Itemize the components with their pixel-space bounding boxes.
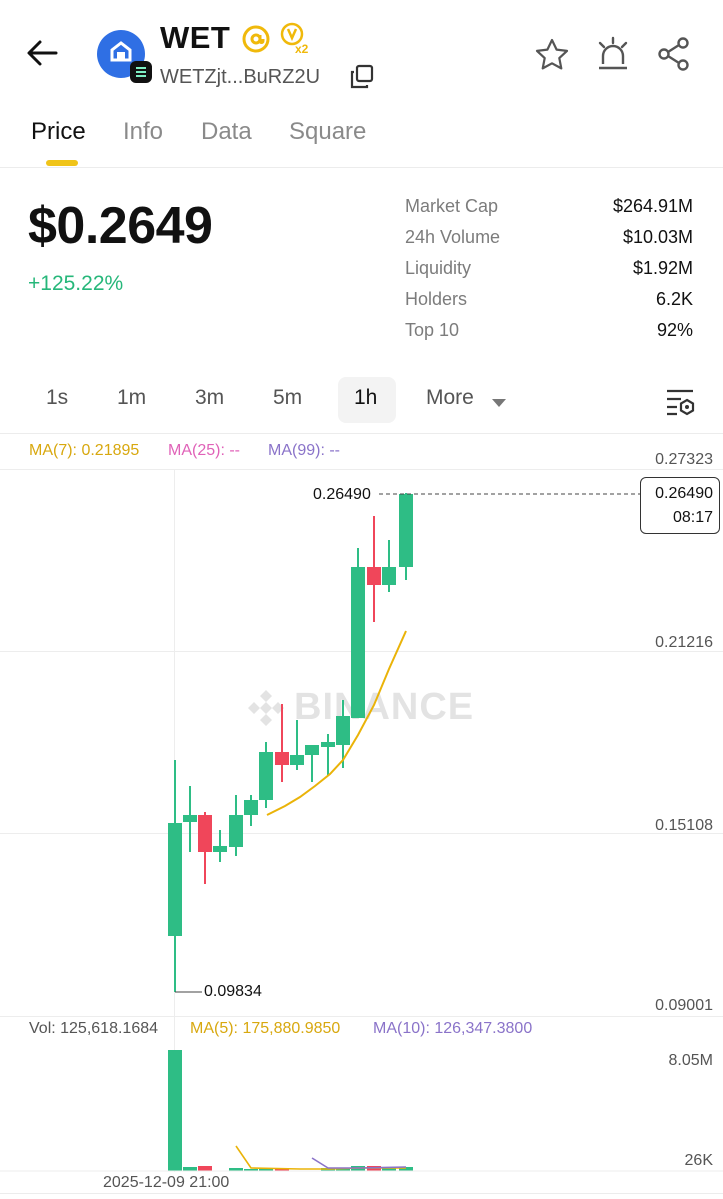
stat-label-liquidity: Liquidity: [405, 258, 472, 278]
volume-ma5-line: [235, 1145, 406, 1170]
watermark-text: BINANCE: [294, 686, 475, 728]
timeframe-more[interactable]: More: [426, 386, 474, 409]
candle-body: [229, 815, 243, 847]
alert-icon[interactable]: [596, 36, 630, 72]
volume-ma10-label: MA(10): 126,347.3800: [373, 1020, 533, 1037]
candle-body: [213, 846, 227, 852]
candle-body: [382, 567, 396, 585]
volume-bar: [275, 1169, 289, 1171]
back-arrow-icon[interactable]: [24, 38, 60, 68]
volume-axis-top: 8.05M: [668, 1052, 713, 1069]
stat-value-top-10: 92%: [656, 320, 693, 340]
chart-settings-icon[interactable]: [665, 386, 695, 416]
candle-body: [275, 752, 289, 765]
candle-body: [351, 567, 365, 718]
boost-x2-icon: x2: [280, 22, 312, 56]
stat-value-market-cap: $264.91M: [612, 196, 693, 216]
ma7-line: [266, 630, 407, 816]
current-price-label: 0.26490: [313, 486, 371, 503]
timeframe-1h[interactable]: 1h: [354, 386, 378, 409]
gridline: [0, 833, 723, 834]
dropdown-icon[interactable]: [491, 395, 507, 407]
active-tab-indicator: [46, 160, 78, 166]
bottom-divider: [0, 1193, 723, 1194]
timeframe-1m[interactable]: 1m: [117, 386, 147, 409]
volume-bar: [168, 1050, 182, 1171]
verified-icon: [241, 24, 271, 54]
star-icon[interactable]: [534, 37, 570, 71]
tab-info[interactable]: Info: [123, 118, 164, 145]
tab-data[interactable]: Data: [201, 118, 252, 145]
stat-value-holders: 6.2K: [655, 289, 693, 309]
current-price-box: 0.26490 08:17: [640, 477, 720, 534]
volume-bar: [183, 1167, 197, 1171]
solana-badge-icon: [130, 61, 152, 83]
svg-text:x2: x2: [295, 42, 309, 54]
ma99-label: MA(99): --: [268, 442, 340, 459]
copy-icon[interactable]: [349, 64, 375, 90]
ma25-label: MA(25): --: [168, 442, 240, 459]
price-change: +125.22%: [28, 272, 124, 295]
current-price-box-value: 0.26490: [655, 485, 713, 502]
stat-label-holders: Holders: [405, 289, 468, 309]
volume-ma10-line: [311, 1157, 407, 1169]
tabs-divider: [0, 167, 723, 168]
stat-value-liquidity: $1.92M: [632, 258, 693, 278]
price-axis-top: 0.27323: [655, 451, 713, 468]
timeframe-5m[interactable]: 5m: [273, 386, 303, 409]
volume-ma5-label: MA(5): 175,880.9850: [190, 1020, 341, 1037]
price-axis-low: 0.15108: [655, 817, 713, 834]
candle-body: [367, 567, 381, 585]
volume-bar: [229, 1168, 243, 1171]
price-axis-mid: 0.21216: [655, 634, 713, 651]
volume-bar: [244, 1169, 258, 1171]
candle-body: [168, 823, 182, 936]
low-marker-label: 0.09834: [204, 983, 262, 1000]
candle-body: [336, 716, 350, 745]
tab-price[interactable]: Price: [31, 118, 86, 145]
stat-label-top-10: Top 10: [405, 320, 460, 340]
gridline: [0, 1016, 723, 1017]
current-price-box-time: 08:17: [672, 509, 713, 526]
ma7-label: MA(7): 0.21895: [29, 442, 140, 459]
price-axis-bottom: 0.09001: [655, 997, 713, 1014]
candle-body: [183, 815, 197, 822]
timeframe-1s[interactable]: 1s: [46, 386, 69, 409]
volume-bar: [336, 1168, 350, 1171]
volume-bar: [198, 1166, 212, 1171]
tab-square[interactable]: Square: [289, 118, 367, 145]
binance-watermark: BINANCE: [246, 684, 486, 734]
volume-label: Vol: 125,618.1684: [29, 1020, 159, 1037]
chart-top-divider: [0, 433, 723, 434]
token-name: WET: [160, 20, 231, 55]
volume-bar: [382, 1168, 396, 1171]
volume-bar: [399, 1167, 413, 1171]
candle-body: [321, 742, 335, 747]
stat-value-24h-volume: $10.03M: [622, 227, 693, 247]
gridline: [0, 469, 723, 470]
candle-body: [399, 494, 413, 567]
token-address: WETZjt...BuRZ2U: [160, 66, 321, 88]
candle-body: [290, 755, 304, 765]
volume-bar: [259, 1168, 273, 1171]
share-icon[interactable]: [657, 36, 691, 72]
candle-body: [198, 815, 212, 852]
candle-body: [305, 745, 319, 755]
volume-axis-bottom: 26K: [684, 1152, 713, 1169]
candle-body: [259, 752, 273, 800]
timeframe-active-bg: [338, 377, 396, 423]
stat-label-market-cap: Market Cap: [405, 196, 499, 216]
timeframe-3m[interactable]: 3m: [195, 386, 225, 409]
current-price: $0.2649: [28, 197, 213, 255]
time-axis-label: 2025-12-09 21:00: [103, 1174, 230, 1191]
stat-label-24h-volume: 24h Volume: [405, 227, 501, 247]
candles: [168, 493, 413, 992]
candle-body: [244, 800, 258, 815]
